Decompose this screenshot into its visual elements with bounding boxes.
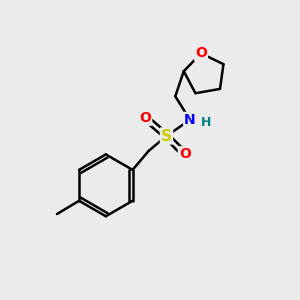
Text: O: O [195, 46, 207, 60]
Text: H: H [201, 116, 211, 129]
Text: O: O [139, 111, 151, 125]
Text: O: O [179, 147, 191, 161]
Text: S: S [161, 128, 172, 143]
Text: N: N [184, 113, 196, 127]
